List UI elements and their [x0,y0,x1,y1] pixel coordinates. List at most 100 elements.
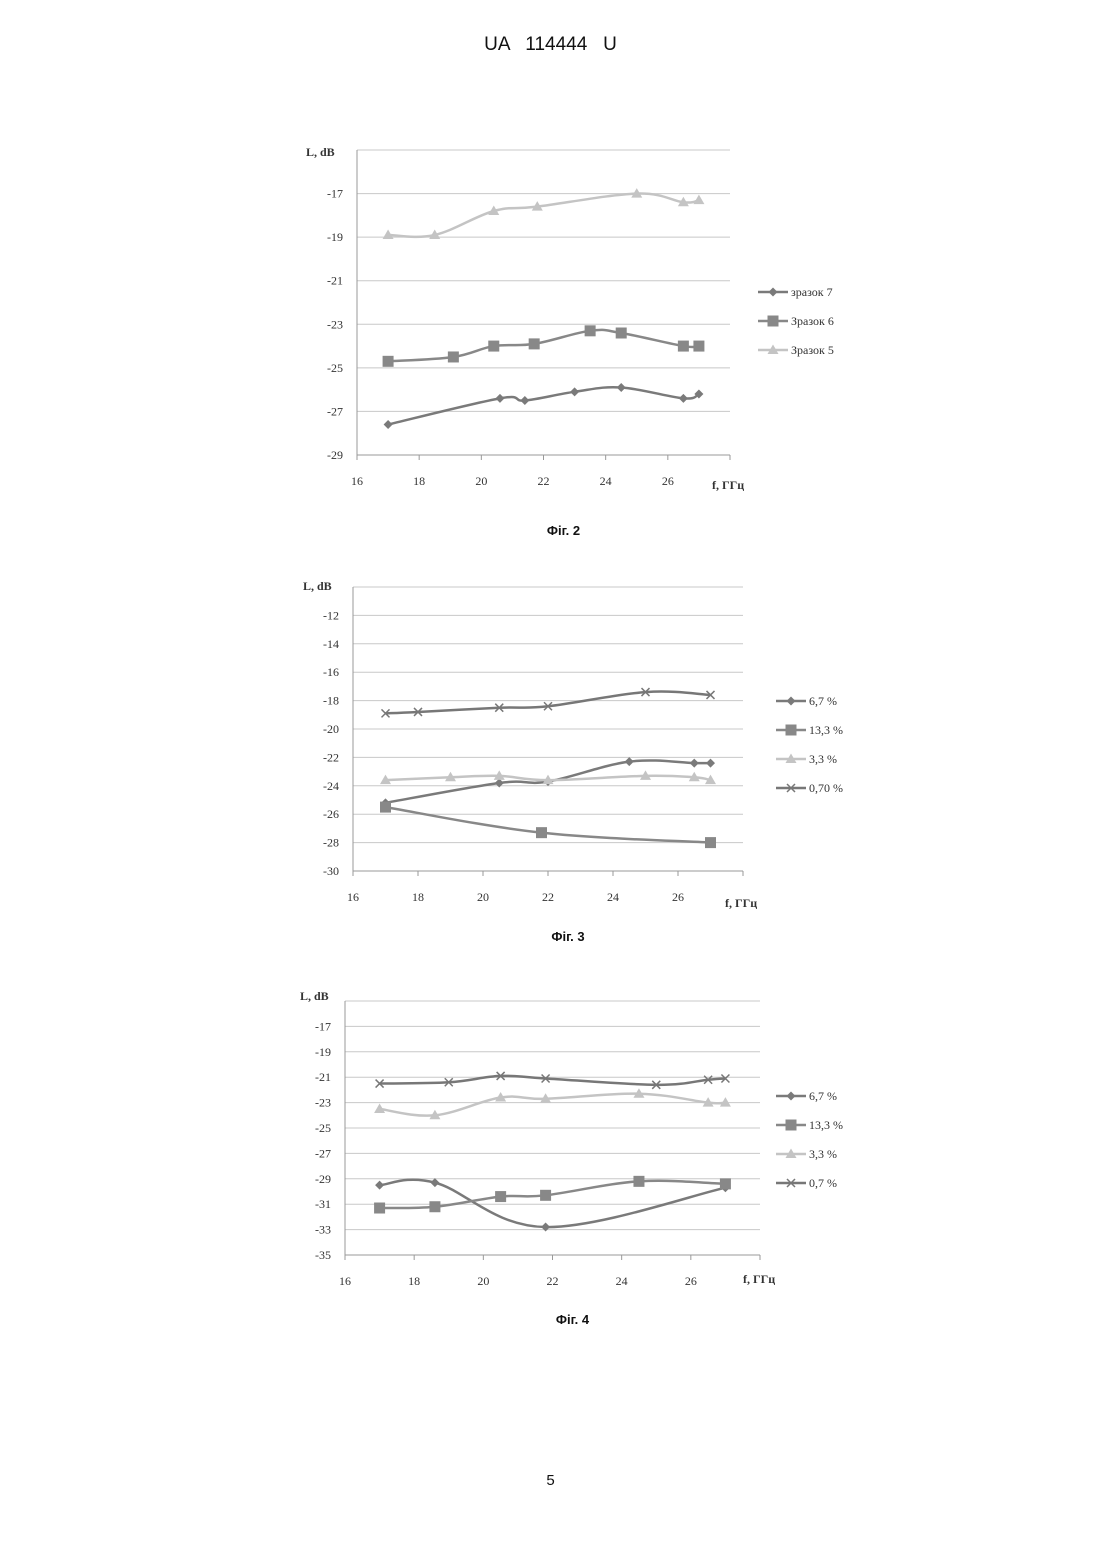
data-point [380,802,391,813]
data-point [625,757,634,766]
y-tick-label: -22 [323,750,339,764]
legend-label: 6,7 % [809,694,837,708]
y-tick-label: -28 [323,836,339,850]
y-tick-label: -29 [327,448,343,462]
y-tick-label: -30 [323,864,339,878]
chart-fig-4: -17-19-21-23-25-27-29-31-33-351618202224… [0,980,1101,1380]
data-point [690,759,699,768]
x-tick-label: 18 [413,474,425,488]
y-axis-label: L, dB [306,145,335,159]
figure-caption: Фіг. 4 [556,1312,590,1327]
data-point [520,396,529,405]
data-point [570,387,579,396]
legend-label: 3,3 % [809,752,837,766]
y-tick-label: -24 [323,779,339,793]
x-tick-label: 18 [408,1274,420,1288]
x-tick-label: 18 [412,890,424,904]
x-tick-label: 22 [542,890,554,904]
data-point [585,325,596,336]
legend-marker [787,697,796,706]
data-point [383,356,394,367]
data-point [541,1223,550,1232]
data-point [429,1201,440,1212]
data-point [616,328,627,339]
legend-marker [786,1120,797,1131]
data-point [374,1203,385,1214]
page-number: 5 [0,1472,1101,1489]
y-tick-label: -20 [323,722,339,736]
legend-label: 0,70 % [809,781,843,795]
y-tick-label: -18 [323,694,339,708]
data-point [720,1097,731,1107]
y-tick-label: -33 [315,1223,331,1237]
x-axis-label: f, ГГц [712,478,744,492]
x-tick-label: 24 [616,1274,628,1288]
page-header: UA 114444 U [0,34,1101,56]
series-line [388,387,699,424]
y-tick-label: -25 [315,1121,331,1135]
data-point [488,341,499,352]
x-tick-label: 22 [547,1274,559,1288]
y-tick-label: -23 [327,317,343,331]
y-tick-label: -17 [315,1019,331,1033]
legend-label: 0,7 % [809,1176,837,1190]
data-point [375,1181,384,1190]
data-point [678,341,689,352]
data-point [529,338,540,349]
legend-label: 6,7 % [809,1089,837,1103]
data-point [536,827,547,838]
y-tick-label: -17 [327,187,343,201]
x-tick-label: 22 [538,474,550,488]
x-tick-label: 20 [475,474,487,488]
x-tick-label: 24 [607,890,619,904]
y-tick-label: -25 [327,361,343,375]
data-point [448,351,459,362]
y-tick-label: -31 [315,1197,331,1211]
figure-caption: Фіг. 2 [547,523,580,538]
y-tick-label: -35 [315,1248,331,1262]
y-axis-label: L, dB [303,579,332,593]
legend-label: Зразок 6 [791,314,834,328]
data-point [374,1103,385,1113]
data-point [495,1191,506,1202]
x-axis-label: f, ГГц [743,1272,775,1286]
data-point [693,195,704,205]
x-tick-label: 20 [477,890,489,904]
data-point [384,420,393,429]
y-tick-label: -19 [315,1045,331,1059]
y-axis-label: L, dB [300,989,329,1003]
series-line [386,807,711,843]
x-tick-label: 24 [600,474,612,488]
data-point [720,1178,731,1189]
x-tick-label: 16 [351,474,363,488]
data-point [495,394,504,403]
y-tick-label: -26 [323,807,339,821]
data-point [693,341,704,352]
y-tick-label: -21 [315,1070,331,1084]
legend-marker [769,288,778,297]
data-point [633,1176,644,1187]
figure-caption: Фіг. 3 [551,929,584,944]
data-point [430,1178,439,1187]
y-tick-label: -27 [315,1146,331,1160]
chart-fig-3: -12-14-16-18-20-22-24-26-28-301618202224… [0,570,1101,970]
y-tick-label: -29 [315,1172,331,1186]
series-line [388,330,699,361]
data-point [705,837,716,848]
y-tick-label: -21 [327,274,343,288]
y-tick-label: -16 [323,665,339,679]
y-tick-label: -14 [323,637,339,651]
data-point [706,759,715,768]
x-tick-label: 26 [662,474,674,488]
y-tick-label: -19 [327,230,343,244]
x-axis-label: f, ГГц [725,896,757,910]
series-line [380,1094,726,1116]
data-point [540,1190,551,1201]
y-tick-label: -27 [327,404,343,418]
chart-fig-2: -17 -19 -21 -23 -25 -27 -29 16 18 20 22 24 26 L, dB f,… [0,130,1101,550]
x-tick-label: 16 [339,1274,351,1288]
series-line [386,692,711,714]
data-point [617,383,626,392]
x-tick-label: 20 [477,1274,489,1288]
legend-label: зразок 7 [791,285,833,299]
